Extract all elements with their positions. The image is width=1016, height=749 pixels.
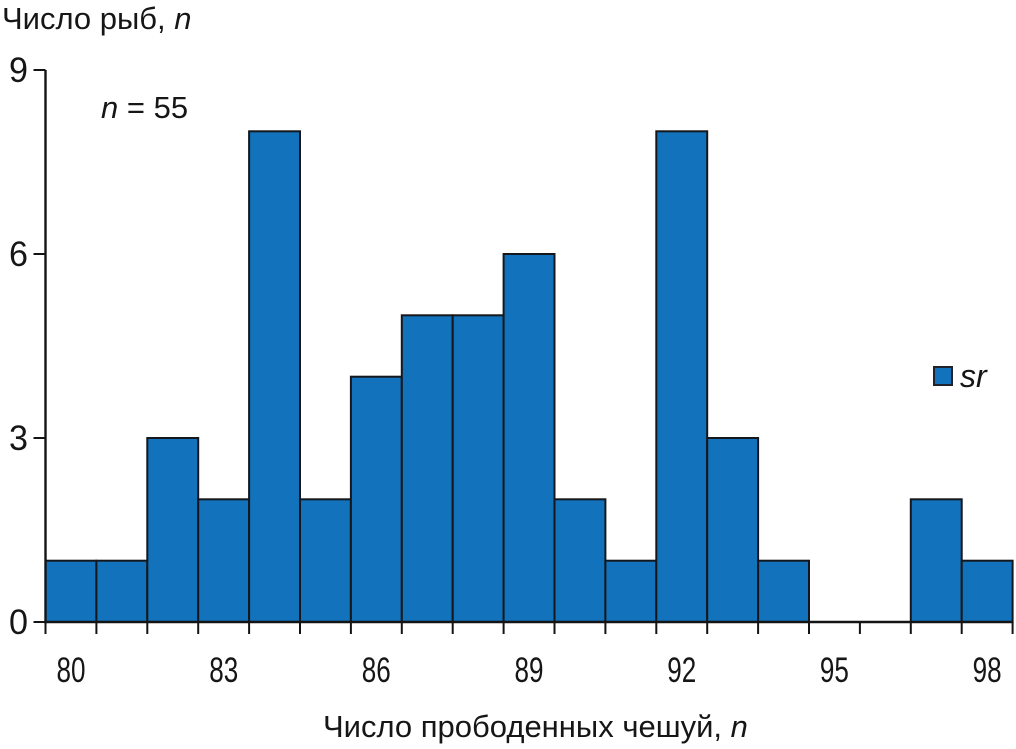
bar-82 [146, 437, 200, 623]
annotation-variable: n [101, 90, 119, 125]
y-axis-title: Число рыб, n [2, 1, 192, 36]
bar-80 [44, 559, 98, 624]
legend-label-sr: sr [960, 358, 987, 394]
sample-size-annotation: n = 55 [101, 90, 188, 126]
bar-84 [248, 130, 302, 624]
y-axis-title-variable: n [174, 1, 192, 36]
x-axis-title: Число прободенных чешуй, n [323, 709, 748, 745]
bar-94 [757, 559, 810, 624]
x-axis-title-text: Число прободенных чешуй, [323, 709, 731, 744]
bar-87 [400, 314, 454, 623]
bar-81 [95, 559, 149, 624]
legend: sr [933, 360, 987, 392]
bar-98 [960, 559, 1014, 624]
x-tick-label-83: 83 [209, 651, 238, 690]
bar-90 [553, 498, 607, 623]
y-tick-label-9: 9 [9, 51, 28, 90]
legend-swatch-sr [933, 366, 953, 386]
y-tick-label-3: 3 [9, 419, 28, 458]
y-tick-label-6: 6 [9, 235, 28, 274]
x-tick-label-98: 98 [973, 651, 1002, 690]
bar-89 [502, 253, 556, 623]
bar-97 [909, 498, 963, 623]
bar-86 [349, 375, 403, 624]
x-axis-title-variable: n [730, 709, 748, 744]
bar-92 [655, 130, 709, 624]
x-tick-label-86: 86 [362, 651, 391, 690]
x-tick-label-80: 80 [57, 651, 86, 690]
x-tick-label-89: 89 [515, 651, 544, 690]
x-tick-label-92: 92 [667, 651, 696, 690]
bar-83 [197, 498, 251, 623]
bar-85 [299, 498, 352, 623]
bar-88 [451, 314, 505, 623]
y-axis-title-text: Число рыб, [2, 1, 175, 36]
bar-93 [706, 437, 760, 623]
y-tick-label-0: 0 [9, 603, 28, 642]
x-tick-label-95: 95 [820, 651, 849, 690]
annotation-value: = 55 [118, 90, 189, 125]
bar-91 [604, 559, 658, 624]
